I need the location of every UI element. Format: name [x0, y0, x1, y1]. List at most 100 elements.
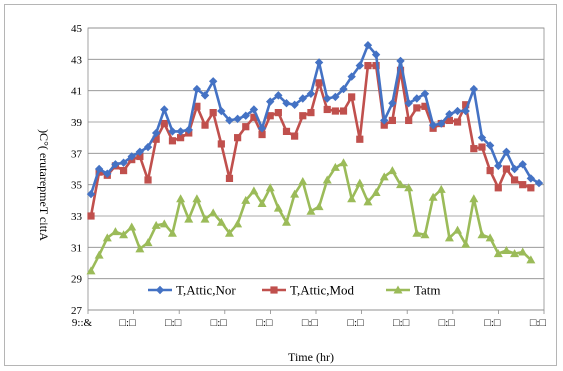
data-point — [347, 194, 357, 203]
data-point — [437, 119, 446, 128]
data-point — [298, 177, 308, 186]
y-tick-label: 41 — [71, 86, 82, 98]
data-point — [477, 133, 487, 142]
data-point — [314, 202, 324, 211]
data-point — [380, 121, 388, 129]
data-point — [519, 181, 527, 189]
data-point — [405, 116, 413, 125]
x-tick-label: 9::& — [72, 317, 93, 329]
legend-marker — [393, 285, 403, 294]
data-point — [380, 116, 389, 125]
data-point — [485, 233, 495, 242]
data-point — [315, 79, 323, 87]
data-point — [445, 109, 454, 119]
data-point — [339, 84, 348, 94]
data-point — [119, 166, 128, 175]
data-point — [462, 101, 470, 109]
x-tick-label: □:□ — [256, 317, 273, 329]
data-point — [494, 184, 502, 192]
data-point — [404, 183, 414, 192]
data-point — [290, 100, 299, 109]
data-point — [200, 214, 210, 223]
data-point — [494, 161, 503, 171]
x-tick-label: □:□ — [393, 317, 410, 329]
data-point — [102, 233, 112, 242]
data-point — [151, 128, 161, 138]
data-point — [478, 143, 486, 151]
y-tick-label: 29 — [71, 274, 83, 286]
data-point — [420, 89, 430, 98]
data-point — [470, 145, 478, 153]
data-point — [290, 189, 300, 198]
data-point — [266, 112, 274, 120]
data-point — [372, 62, 380, 70]
series-tatm — [86, 158, 536, 275]
data-point — [192, 194, 202, 203]
series-t-attic-mod — [87, 62, 535, 220]
data-point — [177, 134, 185, 142]
y-tick-label: 35 — [71, 180, 83, 192]
y-axis-ticks: 27 29 31 33 35 37 39 41 43 45 — [71, 23, 83, 317]
data-point — [94, 164, 104, 174]
data-point — [469, 84, 479, 94]
data-point — [421, 102, 429, 110]
series-t-attic-nor — [86, 41, 544, 199]
data-point — [348, 93, 356, 101]
data-point — [486, 166, 494, 175]
data-point — [396, 66, 405, 74]
data-point — [387, 166, 397, 175]
data-point — [371, 50, 381, 59]
data-point — [306, 206, 316, 215]
data-point — [518, 160, 527, 169]
data-point — [119, 230, 129, 239]
legend-label: T,Attic,Mod — [290, 283, 355, 298]
x-tick-label: □:□ — [484, 317, 501, 329]
y-tick-label: 33 — [71, 211, 83, 223]
data-point — [404, 99, 413, 108]
data-point — [461, 239, 471, 248]
y-tick-label: 39 — [71, 117, 83, 129]
legend-item: T,Attic,Nor — [148, 283, 236, 298]
data-point — [307, 109, 315, 117]
data-point — [167, 228, 177, 237]
data-point — [258, 130, 266, 139]
data-point — [266, 97, 275, 106]
data-point — [461, 106, 470, 116]
data-point — [111, 160, 120, 169]
y-tick-label: 37 — [71, 148, 83, 160]
data-point — [233, 114, 242, 124]
data-point — [224, 228, 234, 237]
data-point — [501, 245, 511, 254]
data-point — [225, 116, 234, 125]
data-point — [257, 198, 267, 207]
data-point — [274, 91, 283, 100]
data-point — [143, 142, 153, 152]
data-point — [379, 172, 389, 181]
data-point — [510, 249, 520, 258]
data-point — [208, 208, 218, 217]
data-point — [168, 127, 177, 136]
data-point — [388, 99, 397, 108]
data-point — [428, 120, 438, 130]
legend-item: T,Attic,Mod — [262, 283, 355, 298]
data-point — [510, 164, 519, 174]
data-point — [298, 94, 307, 103]
data-point — [281, 217, 291, 226]
data-point — [152, 135, 160, 143]
data-point — [388, 116, 396, 125]
data-point — [110, 227, 120, 236]
data-point — [453, 118, 462, 126]
data-point — [502, 165, 511, 173]
data-point — [184, 214, 194, 223]
data-point — [356, 135, 364, 143]
data-point — [216, 217, 226, 226]
data-point — [265, 183, 275, 192]
data-point — [282, 127, 291, 135]
data-point — [151, 220, 161, 229]
data-point — [412, 94, 422, 103]
data-point — [159, 219, 169, 228]
data-point — [160, 119, 168, 128]
legend-label: T,Attic,Nor — [176, 283, 236, 298]
data-point — [136, 152, 144, 161]
data-point — [330, 162, 340, 171]
